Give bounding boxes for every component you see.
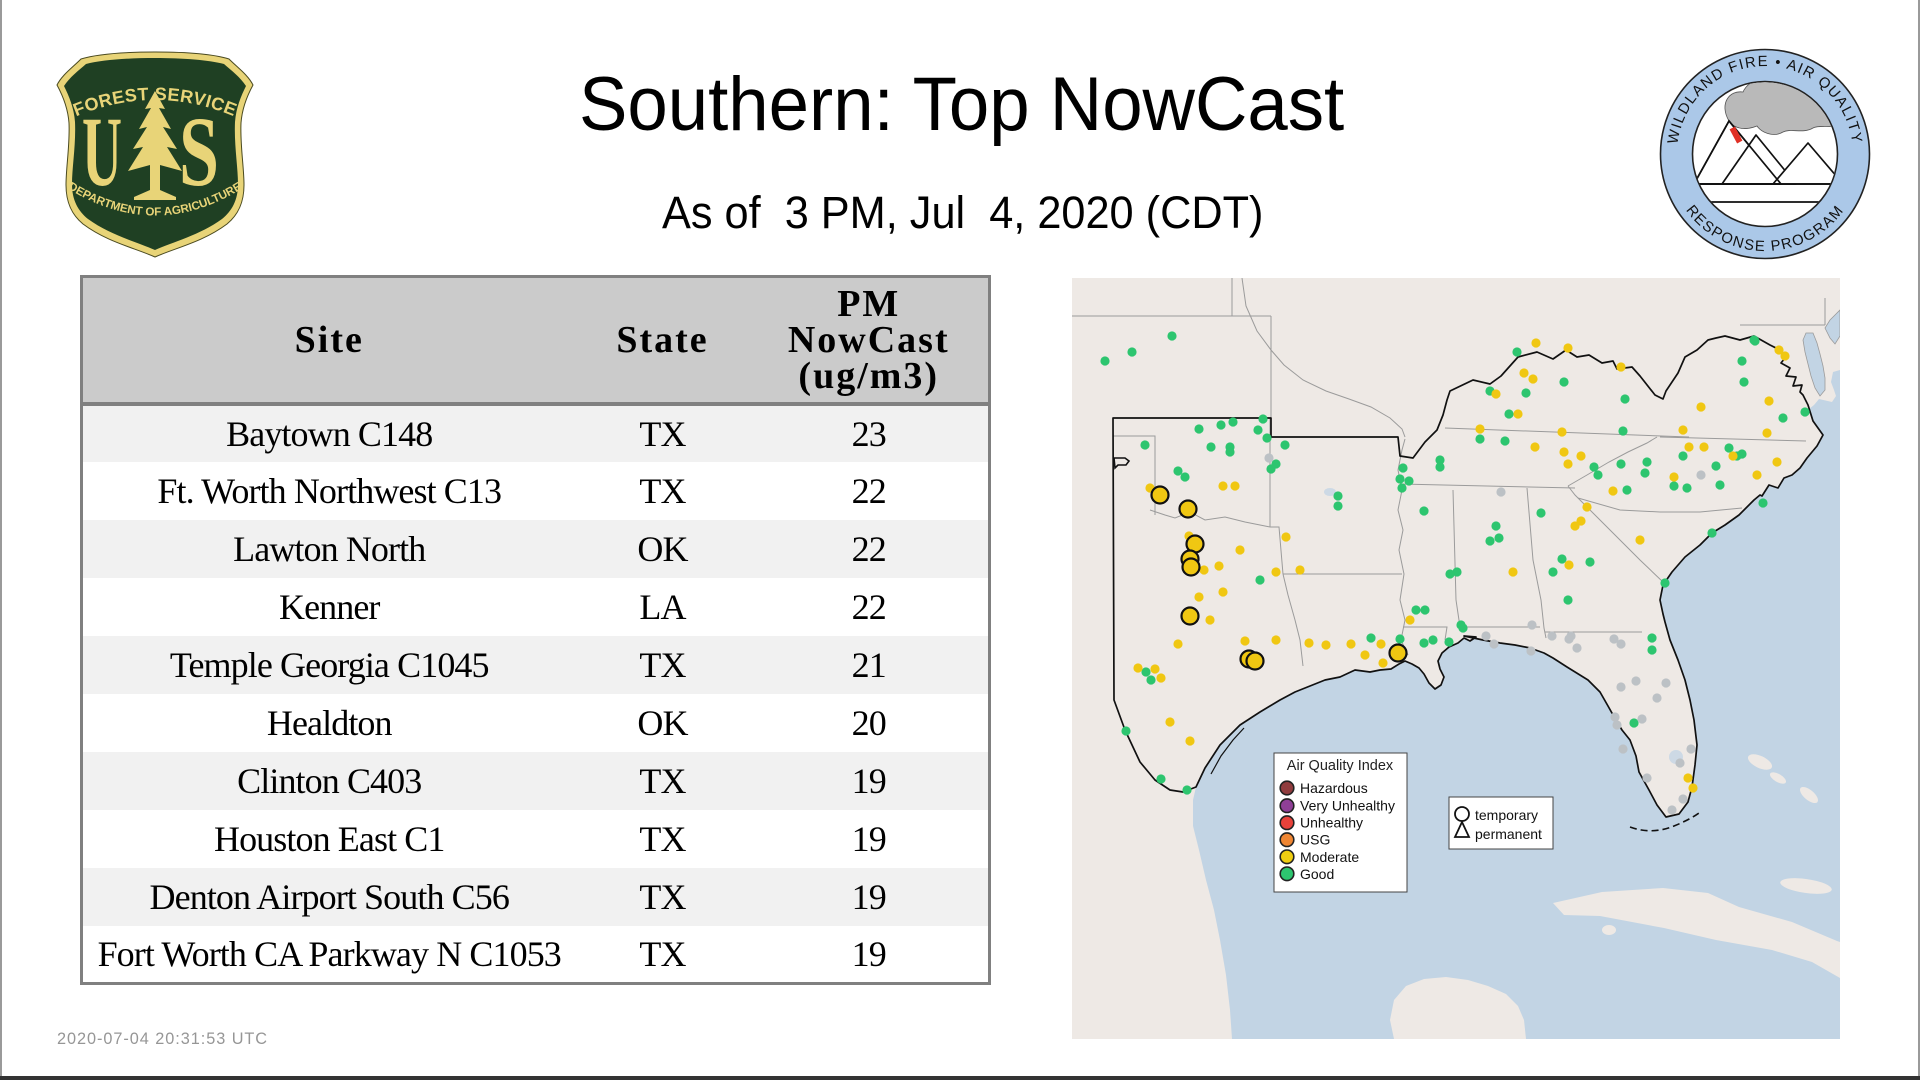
svg-text:S: S [179, 96, 219, 207]
svg-text:Unhealthy: Unhealthy [1300, 815, 1363, 831]
svg-text:permanent: permanent [1475, 826, 1542, 842]
svg-text:USG: USG [1300, 832, 1330, 848]
svg-text:U: U [82, 96, 122, 207]
svg-text:Air Quality Index: Air Quality Index [1287, 758, 1394, 774]
svg-text:Moderate: Moderate [1300, 849, 1359, 865]
svg-text:Very Unhealthy: Very Unhealthy [1300, 798, 1395, 814]
svg-text:Hazardous: Hazardous [1300, 780, 1368, 796]
svg-text:Good: Good [1300, 866, 1334, 882]
svg-text:temporary: temporary [1475, 807, 1538, 823]
